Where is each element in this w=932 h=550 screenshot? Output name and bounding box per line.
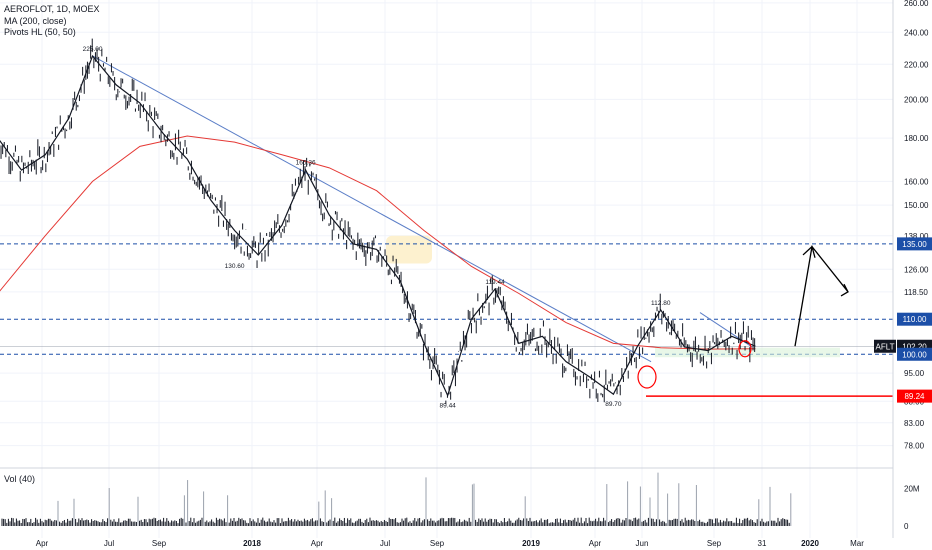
price-badge-label: 102.20: [902, 342, 927, 351]
circle-marker: [738, 340, 752, 358]
pivot-label: 112.80: [651, 300, 671, 307]
horizontal-levels: [0, 243, 893, 397]
price-badge-label: 100.00: [902, 350, 927, 359]
x-tick-label: 2018: [243, 539, 261, 548]
highlight-zone: [386, 235, 432, 264]
circle-marker: [637, 365, 657, 389]
pivot-label: 165.36: [296, 159, 316, 166]
trendlines: [92, 55, 753, 363]
pivot-label: 89.44: [440, 402, 457, 409]
price-badge: [897, 347, 932, 361]
volume-bars: [1, 472, 792, 526]
y-tick-label: 95.00: [904, 369, 925, 378]
x-tick-label: Apr: [589, 539, 602, 548]
chart-legend: AEROFLOT, 1D, MOEX MA (200, close) Pivot…: [4, 4, 100, 39]
downtrend-line: [92, 55, 652, 363]
x-tick-label: Apr: [36, 539, 49, 548]
price-bars: [0, 38, 756, 405]
pivot-label: 225.00: [83, 46, 103, 53]
x-tick-label: 2019: [522, 539, 540, 548]
x-tick-label: Sep: [707, 539, 722, 548]
x-tick-label: Jun: [636, 539, 649, 548]
x-tick-label: 2020: [801, 539, 819, 548]
x-tick-label: Sep: [430, 539, 445, 548]
price-axis[interactable]: 260.00 240.00 220.00 200.00 180.00 160.00 150.…: [904, 0, 929, 451]
price-line: [0, 54, 756, 398]
y-tick-label: 220.00: [904, 60, 929, 69]
price-badge: [897, 389, 932, 403]
grid-lines: [0, 0, 893, 538]
y-tick-label: 200.00: [904, 95, 929, 104]
symbol-title: AEROFLOT, 1D, MOEX: [4, 4, 100, 14]
y-tick-label: 83.00: [904, 419, 925, 428]
x-tick-label: Jul: [104, 539, 114, 548]
pivot-labels: 225.00 165.36 130.60 119.44 89.44 89.70 112.80: [83, 46, 671, 409]
y-tick-label: 260.00: [904, 0, 929, 8]
pivots-legend: Pivots HL (50, 50): [4, 27, 76, 37]
price-badge: [897, 237, 932, 251]
volume-legend: Vol (40): [4, 474, 36, 484]
arrow-head: [802, 245, 816, 258]
volume-tick-label: 20M: [904, 485, 920, 494]
y-tick-label: 126.00: [904, 265, 929, 274]
zone-box: [655, 347, 840, 358]
volume-tick-label: 0: [904, 522, 909, 531]
x-tick-label: Jul: [380, 539, 390, 548]
y-tick-label: 138.00: [904, 232, 929, 241]
volume-axis: 20M 0: [904, 485, 920, 531]
y-tick-label: 78.00: [904, 442, 925, 451]
pivot-label: 130.60: [225, 263, 245, 270]
price-badge: [897, 312, 932, 326]
ma-200-line: [0, 135, 756, 350]
y-tick-label: 150.00: [904, 201, 929, 210]
x-tick-label: Mar: [850, 539, 864, 548]
y-tick-label: 180.00: [904, 134, 929, 143]
x-tick-label: Apr: [311, 539, 324, 548]
x-tick-label: Sep: [152, 539, 167, 548]
ma-legend: MA (200, close): [4, 15, 67, 26]
time-axis[interactable]: Apr Jul Sep 2018 Apr Jul Sep 2019 Apr Jun Sep 31 202…: [36, 539, 864, 548]
price-badge-label: 110.00: [903, 315, 927, 324]
pivot-label: 89.70: [605, 401, 622, 408]
pivot-label: 119.44: [485, 279, 505, 286]
price-badge-label: 135.00: [902, 240, 927, 249]
price-badge-label: 89.24: [904, 392, 925, 401]
arrow-path: [794, 245, 849, 347]
y-tick-label: 160.00: [904, 177, 929, 186]
symbol-badge-label: AFLT: [876, 342, 895, 351]
arrow-head: [840, 283, 849, 297]
symbol-badge: [874, 339, 896, 353]
y-tick-label: 118.50: [904, 288, 928, 297]
projection-arrow: [794, 245, 849, 347]
x-tick-label: 31: [758, 539, 767, 548]
circle-markers: [637, 340, 752, 389]
y-tick-label: 240.00: [904, 28, 929, 37]
